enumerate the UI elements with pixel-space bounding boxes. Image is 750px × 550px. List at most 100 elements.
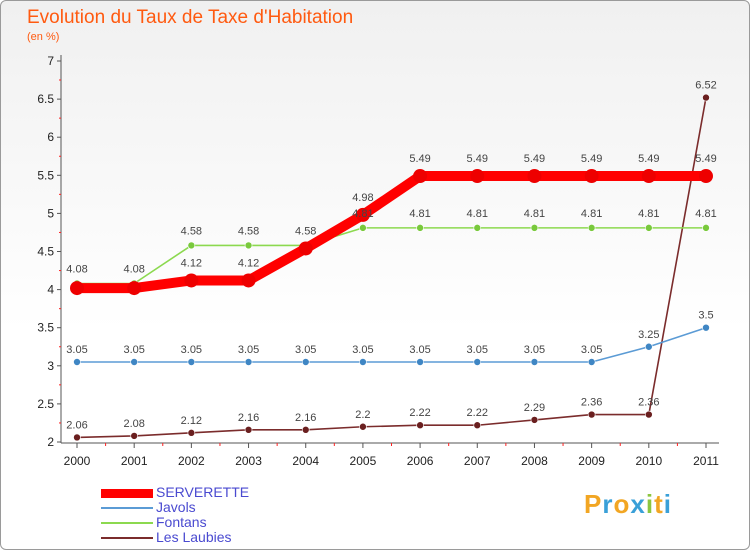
point-fontans	[187, 241, 196, 250]
y-tick-label: 3	[47, 359, 54, 373]
point-serverette	[413, 169, 428, 184]
data-label-javols: 3.05	[524, 344, 545, 356]
point-serverette	[355, 207, 370, 222]
x-tick-label: 2003	[235, 454, 262, 468]
data-label-javols: 3.05	[66, 344, 87, 356]
data-label-javols: 3.05	[352, 344, 373, 356]
y-tick-label: 3.5	[37, 321, 54, 335]
chart-title: Evolution du Taux de Taxe d'Habitation	[27, 7, 354, 28]
point-les-laubies	[359, 422, 367, 431]
point-les-laubies	[702, 93, 710, 102]
data-label-javols: 3.5	[698, 310, 713, 322]
data-labels: 4.12 4.12 4.98 5.49 5.49 5.49 5.49 5.49 5.49 3.05…	[66, 80, 716, 432]
point-fontans	[244, 241, 253, 250]
data-label-javols: 3.05	[295, 344, 316, 356]
x-tick-label: 2002	[178, 454, 205, 468]
data-label-javols: 3.25	[638, 329, 659, 341]
data-label-les-laubies: 2.22	[467, 407, 488, 419]
logo-letter: P	[584, 489, 603, 519]
data-label-fontans: 4.58	[295, 225, 316, 237]
point-javols	[416, 358, 424, 366]
x-tick-label: 2005	[350, 454, 377, 468]
y-tick-label: 2	[47, 435, 54, 449]
data-label-fontans: 4.81	[352, 208, 373, 220]
data-label-fontans: 4.08	[123, 264, 144, 276]
series-line-serverette	[72, 171, 711, 294]
legend-label: Les Laubies	[156, 529, 232, 545]
point-serverette	[584, 169, 599, 184]
legend-label: Fontans	[156, 514, 207, 530]
data-label-fontans: 4.81	[581, 208, 602, 220]
y-tick-label: 4.5	[37, 245, 54, 259]
point-les-laubies	[301, 426, 310, 434]
data-label-javols: 3.05	[409, 344, 430, 356]
data-label-serverette: 4.12	[181, 257, 202, 269]
chart-subtitle: (en %)	[27, 31, 60, 43]
point-les-laubies	[130, 432, 138, 440]
point-javols	[645, 342, 653, 351]
y-tick-label: 2.5	[37, 397, 54, 411]
data-label-javols: 3.05	[123, 344, 144, 356]
data-label-les-laubies: 2.12	[181, 415, 202, 427]
data-label-les-laubies: 2.06	[66, 419, 87, 431]
data-label-serverette: 5.49	[409, 153, 430, 165]
data-label-serverette: 5.49	[638, 153, 659, 165]
point-serverette	[241, 273, 256, 288]
point-les-laubies	[73, 433, 81, 442]
point-les-laubies	[473, 421, 482, 430]
x-tick-label: 2011	[693, 454, 719, 468]
point-javols	[73, 358, 81, 366]
y-tick-label: 4	[47, 283, 54, 297]
logo-letter: i	[663, 489, 672, 519]
data-label-serverette: 4.12	[238, 257, 259, 269]
y-tick-label: 7	[47, 54, 54, 68]
point-javols	[359, 358, 367, 366]
x-tick-label: 2001	[121, 454, 148, 468]
series-line-les-laubies	[76, 96, 707, 439]
data-label-javols: 3.05	[238, 344, 259, 356]
point-serverette	[641, 169, 656, 184]
point-javols	[530, 358, 539, 366]
logo-letter: i	[645, 489, 655, 519]
point-javols	[587, 358, 596, 366]
series-line-fontans	[76, 227, 707, 285]
y-tick-label: 5.5	[37, 168, 54, 182]
data-label-fontans: 4.81	[524, 208, 545, 220]
legend-swatch	[101, 507, 153, 509]
data-label-serverette: 5.49	[524, 153, 545, 165]
proxiti-logo: Proxiti	[584, 489, 672, 520]
data-label-les-laubies: 2.16	[295, 412, 316, 424]
legend-label: SERVERETTE	[156, 484, 250, 500]
data-label-les-laubies: 2.16	[238, 412, 259, 424]
y-tick-label: 6	[47, 130, 54, 144]
point-javols	[187, 358, 196, 366]
point-fontans	[587, 224, 596, 232]
point-serverette	[527, 169, 542, 184]
point-fontans	[359, 224, 367, 232]
data-label-fontans: 4.58	[181, 225, 202, 237]
legend-swatch	[101, 522, 153, 524]
point-les-laubies	[416, 421, 424, 430]
data-label-serverette: 5.49	[695, 153, 716, 165]
point-serverette	[127, 281, 142, 296]
point-les-laubies	[587, 410, 596, 419]
point-fontans	[416, 224, 424, 232]
point-serverette	[298, 241, 313, 256]
y-tick-label: 5	[47, 206, 54, 220]
point-fontans	[702, 224, 710, 232]
point-javols	[702, 323, 710, 332]
data-label-fontans: 4.81	[409, 208, 430, 220]
point-serverette	[699, 169, 713, 184]
point-les-laubies	[244, 426, 253, 434]
point-serverette	[70, 281, 84, 296]
x-tick-label: 2004	[292, 454, 319, 468]
axes: 2 2.5 3 3.5 4 4.5 5 5.5 6 6.5 7 2000 2001 2002 2003 200…	[37, 54, 719, 468]
point-les-laubies	[645, 410, 653, 419]
data-label-javols: 3.05	[467, 344, 488, 356]
logo-letter: r	[602, 489, 614, 519]
series-line-javols	[76, 326, 707, 363]
data-label-les-laubies: 2.36	[638, 397, 659, 409]
logo-letter: t	[654, 489, 664, 519]
point-les-laubies	[187, 429, 196, 437]
